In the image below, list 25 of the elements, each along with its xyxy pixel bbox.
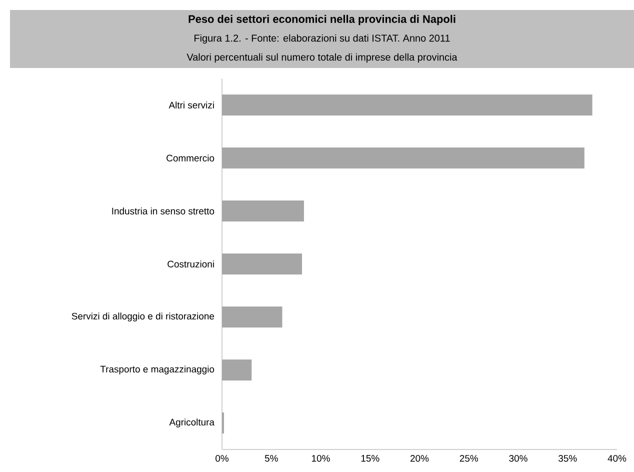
bar [222,94,592,116]
bar [222,147,584,168]
y-tick-label: Altri servizi [168,102,214,108]
y-tick-label: Servizi di alloggio e di ristorazione [72,312,214,322]
x-tick-label: 15% [361,455,380,462]
chart-title: Peso dei settori economici nella provincia di Napoli [188,14,456,26]
x-tick-label: 25% [460,455,478,462]
x-tick-label: 40% [608,455,626,462]
x-tick-label: 20% [410,455,429,462]
y-tick-label: Agricoltura [169,418,214,428]
y-tick-label: Industria in senso stretto [112,208,214,214]
x-tick-label: 30% [509,455,528,462]
y-tick-label: Commercio [166,154,214,162]
x-tick-label: 5% [264,455,278,462]
x-tick-label: 35% [558,455,577,462]
bar [222,359,252,380]
text: Figura 1.2. - Fonte: elaborazioni su dati ISTAT. Anno 2011 [194,34,450,44]
x-tick-label: 0% [216,455,229,462]
y-tick-label: Costruzioni [168,260,214,268]
y-tick-label: Trasporto e magazzinaggio [100,366,214,374]
bar [222,200,304,222]
bar [222,253,302,274]
bar [222,306,282,328]
x-tick-label: 10% [312,455,330,462]
chart-subtitle: Valori percentuali sul numero totale di imprese della provincia [186,53,458,63]
